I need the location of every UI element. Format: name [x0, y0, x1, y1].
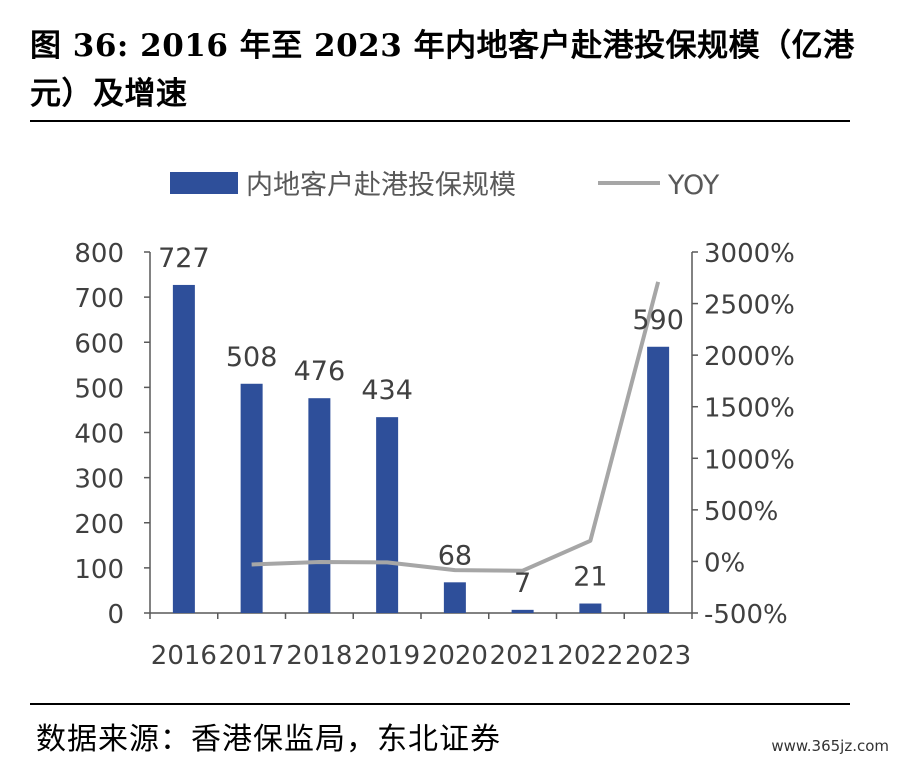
y-left-tick-label: 500	[74, 374, 124, 404]
y-left-tick-label: 700	[74, 284, 124, 314]
bar-label-2019: 434	[361, 375, 413, 406]
legend-bar-swatch	[170, 172, 238, 194]
bar-2020	[443, 582, 466, 613]
bar-2016	[172, 284, 195, 613]
bar-2023	[647, 346, 670, 613]
legend-bar-label: 内地客户赴港投保规模	[246, 170, 516, 201]
bar-2018	[308, 398, 331, 613]
y-right-tick-label: 1000%	[704, 445, 795, 475]
y-right-tick-label: 500%	[704, 497, 778, 527]
source-note: 数据来源：香港保监局，东北证券	[36, 722, 501, 757]
yoy-line	[251, 281, 661, 573]
bar-label-2022: 21	[573, 562, 607, 593]
x-tick-label: 2019	[354, 641, 420, 671]
y-right-tick-label: 2000%	[704, 342, 795, 372]
title-rule	[30, 120, 850, 122]
y-left-tick-label: 300	[74, 465, 124, 495]
legend: 内地客户赴港投保规模 YOY	[170, 170, 720, 201]
x-tick-label: 2016	[151, 641, 217, 671]
y-left-tick-label: 0	[107, 600, 124, 630]
y-right-tick-label: 3000%	[704, 239, 795, 269]
y-right-tick-label: 0%	[704, 548, 745, 578]
watermark: www.365jz.com	[771, 737, 889, 755]
axes: 0 100 200 300 400 500 600 700 800 -500% 0% 500% 1000…	[74, 239, 795, 671]
yoy-series-line	[251, 281, 661, 573]
x-tick-label: 2023	[625, 641, 691, 671]
y-right-tick-label: 1500%	[704, 394, 795, 424]
source-rule	[30, 703, 850, 705]
x-tick-label: 2017	[219, 641, 285, 671]
y-left-tick-label: 200	[74, 510, 124, 540]
bar-2021	[511, 609, 534, 613]
y-right-tick-label: 2500%	[704, 291, 795, 321]
bars	[172, 284, 670, 613]
data-labels: 727 508 476 434 68 7 21 590	[158, 243, 684, 599]
bar-2019	[376, 417, 399, 613]
y-left-tick-label: 400	[74, 420, 124, 450]
y-right-tick-label: -500%	[704, 600, 788, 630]
x-tick-label: 2021	[490, 641, 556, 671]
x-tick-label: 2020	[422, 641, 488, 671]
figure-title: 图 36: 2016 年至 2023 年内地客户赴港投保规模（亿港元）及增速	[30, 28, 855, 112]
legend-line-label: YOY	[667, 170, 720, 201]
x-tick-label: 2018	[286, 641, 352, 671]
y-left-tick-label: 100	[74, 555, 124, 585]
bar-label-2017: 508	[226, 342, 278, 373]
bar-2017	[240, 383, 263, 613]
bar-label-2018: 476	[294, 356, 346, 387]
bar-label-2021: 7	[514, 568, 531, 599]
bar-label-2020: 68	[438, 540, 472, 571]
bar-label-2023: 590	[632, 305, 684, 336]
bar-label-2016: 727	[158, 243, 210, 274]
y-left-tick-label: 600	[74, 329, 124, 359]
y-left-tick-label: 800	[74, 239, 124, 269]
x-tick-label: 2022	[557, 641, 623, 671]
bar-2022	[579, 603, 602, 613]
